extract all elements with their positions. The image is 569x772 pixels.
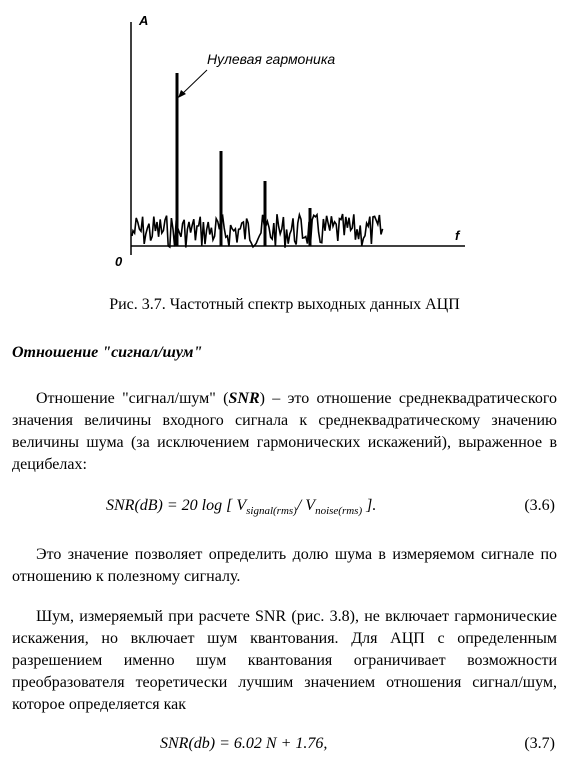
harmonic-peaks <box>175 73 312 246</box>
formula-3-6-expression: SNR(dB) = 20 log [ Vsignal(rms)/ Vnoise(… <box>106 497 377 518</box>
spectrum-figure: A f 0 Нулевая гармоника <box>115 13 465 269</box>
noise-floor <box>131 211 384 249</box>
p1-text-start: Отношение "сигнал/шум" ( <box>36 390 229 407</box>
formula-3-7-number: (3.7) <box>524 735 555 752</box>
annotation-arrowhead <box>178 90 186 98</box>
annotation-zero-harmonic: Нулевая гармоника <box>207 51 335 67</box>
figure-caption: Рис. 3.7. Частотный спектр выходных данн… <box>109 296 460 313</box>
y-axis-label: A <box>138 13 148 28</box>
formula-3-7-expression: SNR(db) = 6.02 N + 1.76, <box>160 735 328 752</box>
paragraph-quantization-noise: Шум, измеряемый при расчете SNR (рис. 3.… <box>12 608 557 713</box>
snr-term: SNR <box>228 390 260 407</box>
section-heading: Отношение "сигнал/шум" <box>12 344 203 361</box>
origin-label: 0 <box>115 254 123 269</box>
p1-text-end: ) – это отношение среднеквадратического … <box>12 390 558 473</box>
formula-3-6-number: (3.6) <box>524 497 555 514</box>
paragraph-snr-definition: Отношение "сигнал/шум" (SNR) – это отнош… <box>12 388 557 476</box>
paragraph-noise-share: Это значение позволяет определить долю ш… <box>12 546 557 585</box>
x-axis-label: f <box>455 228 461 243</box>
annotation-leader <box>179 69 208 97</box>
